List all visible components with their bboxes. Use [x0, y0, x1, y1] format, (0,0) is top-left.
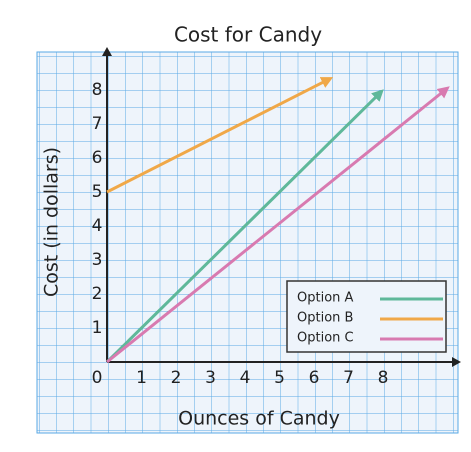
legend-label: Option A — [297, 291, 354, 306]
x-tick-label: 2 — [171, 368, 182, 388]
y-tick-label: 3 — [92, 250, 103, 270]
x-tick-label: 1 — [136, 368, 147, 388]
x-tick-label: 7 — [343, 368, 354, 388]
y-tick-label: 2 — [92, 284, 103, 304]
y-tick-label: 7 — [92, 114, 103, 134]
y-tick-label: 8 — [92, 80, 103, 100]
y-tick-label: 6 — [92, 148, 103, 168]
y-tick-label: 4 — [92, 216, 103, 236]
x-tick-label: 3 — [205, 368, 216, 388]
y-tick-label: 5 — [92, 182, 103, 202]
series-line — [106, 86, 450, 364]
x-tick-label: 4 — [240, 368, 251, 388]
legend-label: Option C — [297, 331, 354, 346]
series-line — [105, 89, 384, 364]
y-axis-label: Cost (in dollars) — [41, 147, 63, 297]
x-tick-label: 6 — [309, 368, 320, 388]
chart-title: Cost for Candy — [174, 23, 322, 47]
x-axis-arrow — [452, 357, 461, 367]
x-axis-label: Ounces of Candy — [178, 408, 340, 430]
series-line — [106, 77, 334, 194]
legend-label: Option B — [297, 311, 353, 326]
x-tick-label: 0 — [92, 368, 103, 388]
y-tick-label: 1 — [92, 318, 103, 338]
x-tick-label: 5 — [274, 368, 285, 388]
y-axis-arrow — [102, 47, 112, 56]
x-tick-label: 8 — [378, 368, 389, 388]
